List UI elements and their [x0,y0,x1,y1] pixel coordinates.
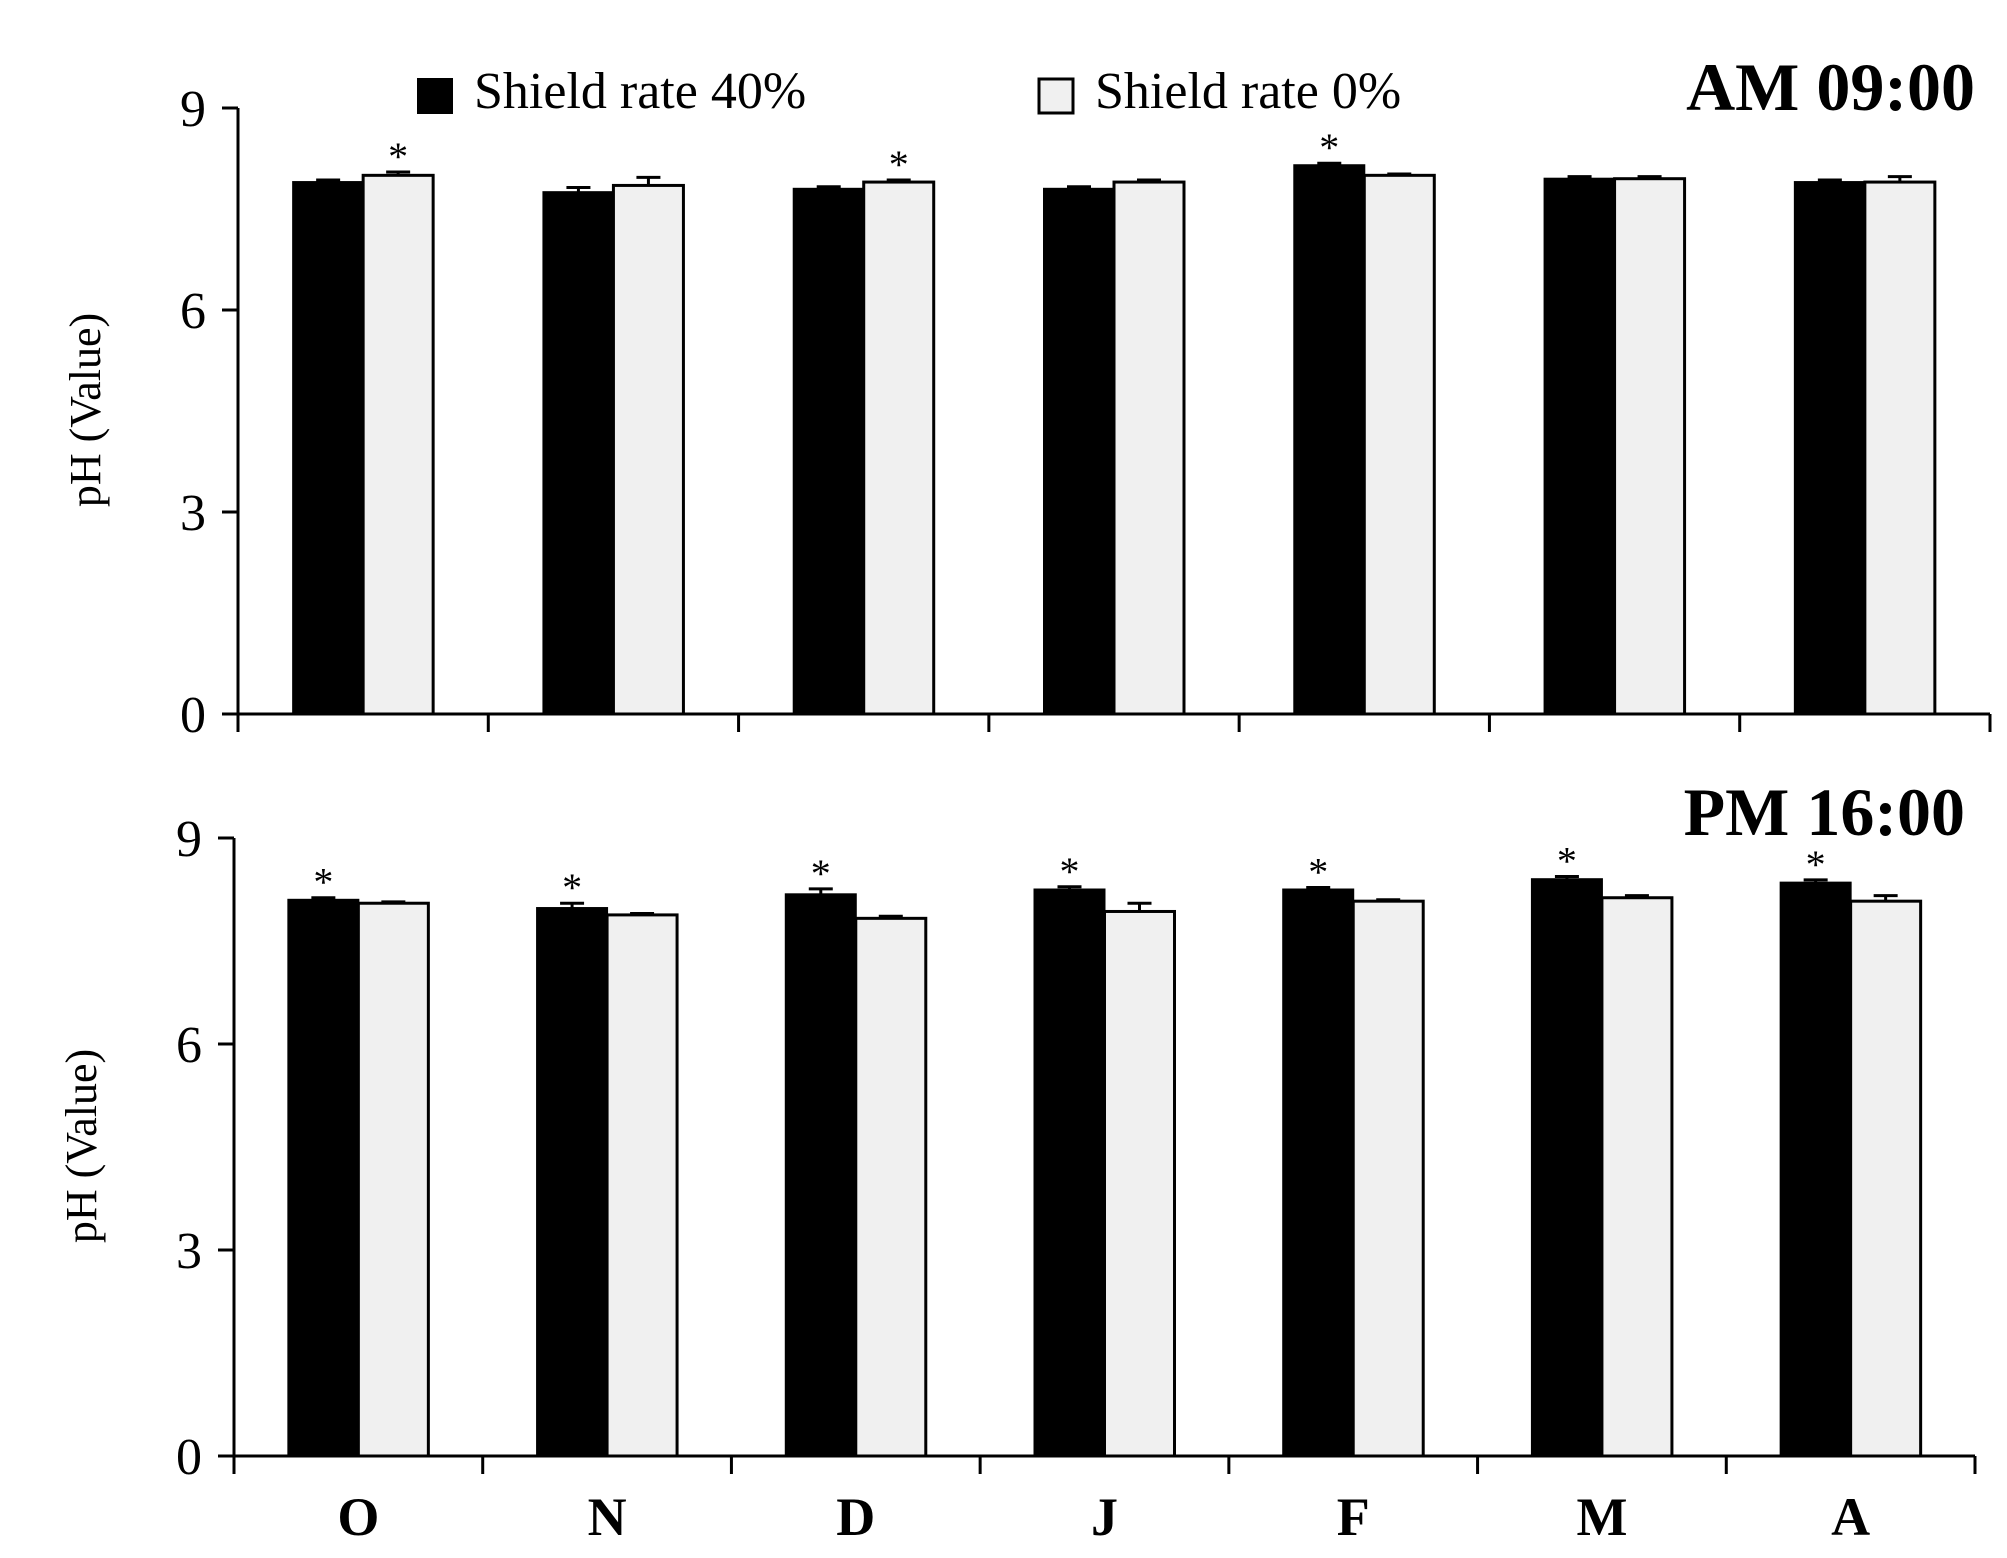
legend-swatch-shield-0 [1037,77,1075,115]
y-axis-label-pm: pH (Value) [57,1049,106,1243]
bar-shield-40 [1793,181,1866,716]
legend-label-shield-0: Shield rate 0% [1095,63,1401,120]
x-category-label: D [836,1487,875,1547]
legend-label-shield-40: Shield rate 40% [474,63,806,120]
significance-marker: * [562,865,582,910]
significance-marker: * [388,134,408,179]
bar-shield-0 [1600,896,1674,1458]
bar-shield-40 [784,893,857,1457]
y-tick-label: 0 [180,687,206,744]
panel-pm: PM 16:00 pH (Value) 0 3 6 9 * * * * * * * O N D J F M A [57,774,1977,1547]
y-tick-label: 6 [180,283,206,340]
x-category-label: J [1091,1487,1118,1547]
significance-marker: * [889,142,909,187]
y-tick-label: 6 [176,1017,202,1074]
legend-swatch-shield-40 [417,78,453,114]
y-tick-label: 9 [176,811,202,868]
bar-shield-40 [1543,177,1616,715]
bars-pm: * * * * * * * [287,838,1923,1458]
bar-shield-0 [1362,173,1436,716]
bar-shield-40 [1530,878,1603,1457]
significance-marker: * [1319,125,1339,170]
bar-shield-0 [1849,899,1923,1458]
bar-shield-40 [542,191,615,715]
bar-shield-0 [1863,180,1937,716]
significance-marker: * [1060,849,1080,894]
y-tick-label: 0 [176,1429,202,1486]
legend: Shield rate 40% Shield rate 0% [417,63,1401,120]
significance-marker: * [1806,842,1826,887]
bars-am: * * * [292,125,1937,716]
panel-title-pm: PM 16:00 [1684,774,1965,850]
significance-marker: * [1557,838,1577,883]
y-ticks-pm: 0 3 6 9 [176,811,234,1486]
x-category-label: O [337,1487,379,1547]
y-tick-label: 9 [180,81,206,138]
bar-shield-40 [792,187,865,716]
bar-shield-40 [1282,888,1355,1457]
significance-marker: * [313,860,333,905]
y-tick-label: 3 [176,1223,202,1280]
x-category-label: M [1576,1487,1627,1547]
panel-am: AM 09:00 pH (Value) 0 3 6 9 * * * [61,49,1992,744]
x-category-label: F [1337,1487,1370,1547]
bar-shield-0 [1613,177,1687,716]
bar-shield-0 [862,180,936,716]
bar-shield-0 [1103,909,1176,1458]
y-axis-label-am: pH (Value) [61,313,110,507]
bar-shield-40 [287,898,360,1457]
bar-shield-0 [1112,180,1186,716]
y-ticks-am: 0 3 6 9 [180,81,238,744]
x-category-label: A [1831,1487,1870,1547]
bar-shield-0 [1351,899,1425,1458]
bar-shield-0 [611,183,685,716]
bar-shield-40 [1293,164,1366,715]
bar-shield-40 [536,907,609,1457]
panel-title-am: AM 09:00 [1686,49,1975,125]
bar-shield-40 [1779,881,1852,1457]
significance-marker: * [1308,849,1328,894]
x-category-label: N [588,1487,627,1547]
axes-am [236,108,1992,732]
y-tick-label: 3 [180,485,206,542]
bar-shield-0 [356,901,430,1458]
significance-marker: * [811,851,831,896]
bar-shield-40 [292,181,365,716]
bar-shield-40 [1033,888,1106,1457]
bar-shield-0 [361,173,435,716]
bar-shield-0 [854,916,928,1458]
bar-shield-40 [1043,187,1115,716]
bar-shield-0 [605,913,679,1458]
axes-pm [232,838,1977,1474]
